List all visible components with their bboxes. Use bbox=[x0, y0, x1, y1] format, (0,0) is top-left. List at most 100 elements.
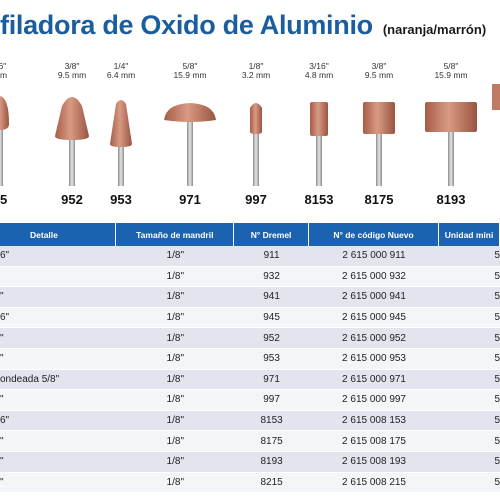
bit-size-inch: 5/8" bbox=[443, 61, 459, 71]
cell-min-unit: 5 bbox=[439, 410, 500, 432]
table-row: " 1/8" 8193 2 615 008 193 5 bbox=[0, 451, 500, 473]
cell-new-code: 2 615 008 175 bbox=[309, 431, 440, 452]
page-subtitle: (naranja/marrón) bbox=[382, 22, 487, 37]
cell-new-code: 2 615 000 911 bbox=[309, 246, 440, 267]
column-header-min-unit: Unidad míni bbox=[439, 223, 500, 246]
product-table: Detalle Tamaño de mandril N° Dremel N° d… bbox=[0, 223, 500, 494]
column-header-dremel-number: N° Dremel bbox=[234, 223, 310, 246]
cell-new-code: 2 615 000 971 bbox=[309, 369, 440, 391]
cell-detail: " bbox=[0, 287, 117, 308]
table-row: " 1/8" 952 2 615 000 952 5 bbox=[0, 328, 500, 349]
cell-min-unit: 5 bbox=[439, 246, 500, 267]
page-title-row: filadora de Oxido de Aluminio (naranja/m… bbox=[0, 10, 486, 46]
cell-shank-size: 1/8" bbox=[116, 348, 235, 370]
table-row: 1/8" 932 2 615 000 932 5 bbox=[0, 266, 500, 288]
bit-size-inch: 3/16" bbox=[309, 61, 329, 71]
cell-shank-size: 1/8" bbox=[116, 472, 235, 494]
bit-size-mm: 3.2 mm bbox=[241, 70, 271, 80]
bit-size-inch: 1/4" bbox=[113, 61, 129, 71]
cell-min-unit: 5 bbox=[439, 390, 500, 411]
cell-dremel-number: 971 bbox=[234, 369, 310, 391]
cell-min-unit: 5 bbox=[439, 369, 500, 391]
page-title: filadora de Oxido de Aluminio bbox=[0, 10, 373, 40]
bit-number: 953 bbox=[110, 192, 132, 207]
bit-number: 8153 bbox=[304, 192, 334, 207]
cell-new-code: 2 615 000 952 bbox=[309, 328, 440, 349]
cell-new-code: 2 615 008 215 bbox=[309, 472, 440, 494]
bit-number: 952 bbox=[61, 192, 83, 207]
bit-number: 8175 bbox=[364, 192, 394, 207]
cell-min-unit: 5 bbox=[439, 266, 500, 288]
cell-shank-size: 1/8" bbox=[116, 410, 235, 432]
grinding-stone-tree-icon bbox=[0, 96, 9, 186]
bit-size-inch: 1/8" bbox=[248, 61, 264, 71]
cell-dremel-number: 952 bbox=[234, 328, 310, 349]
cell-new-code: 2 615 008 153 bbox=[309, 410, 440, 432]
column-header-shank-size: Tamaño de mandril bbox=[116, 223, 235, 246]
cell-shank-size: 1/8" bbox=[116, 266, 235, 288]
table-row: " 1/8" 8215 2 615 008 215 5 bbox=[0, 472, 500, 494]
cell-detail: " bbox=[0, 472, 117, 494]
cell-shank-size: 1/8" bbox=[116, 431, 235, 452]
cell-min-unit: 5 bbox=[439, 451, 500, 473]
cell-new-code: 2 615 000 932 bbox=[309, 266, 440, 288]
cell-detail: " bbox=[0, 390, 117, 411]
bit-size-inch: 16" bbox=[0, 61, 7, 71]
cell-detail: " bbox=[0, 348, 117, 370]
bit-size-mm: 4.8 mm bbox=[304, 70, 334, 80]
table-row: " 1/8" 941 2 615 000 941 5 bbox=[0, 287, 500, 308]
bit-number: 971 bbox=[179, 192, 201, 207]
grinding-stone-bullet-icon bbox=[55, 97, 89, 186]
table-row: " 1/8" 953 2 615 000 953 5 bbox=[0, 348, 500, 370]
cell-shank-size: 1/8" bbox=[116, 451, 235, 473]
cell-min-unit: 5 bbox=[439, 287, 500, 308]
cell-detail: 6" bbox=[0, 307, 117, 329]
cell-dremel-number: 932 bbox=[234, 266, 310, 288]
bit-size-mm: mm bbox=[0, 70, 8, 80]
cell-min-unit: 5 bbox=[439, 431, 500, 452]
bit-size-mm: 15.9 mm bbox=[173, 70, 207, 80]
grinding-stone-mushroom-icon bbox=[164, 103, 216, 186]
bit-size-inch: 3/8" bbox=[371, 61, 387, 71]
grinding-stone-rod-icon bbox=[250, 103, 262, 186]
cell-detail: 6" bbox=[0, 246, 117, 267]
cell-new-code: 2 615 000 997 bbox=[309, 390, 440, 411]
cell-new-code: 2 615 000 953 bbox=[309, 348, 440, 370]
cell-detail: " bbox=[0, 451, 117, 473]
cell-shank-size: 1/8" bbox=[116, 307, 235, 329]
bit-size-mm: 6.4 mm bbox=[106, 70, 136, 80]
bit-size-inch: 5/8" bbox=[182, 61, 198, 71]
cell-shank-size: 1/8" bbox=[116, 390, 235, 411]
grinding-stone-cylinder-icon bbox=[310, 102, 328, 186]
cell-dremel-number: 941 bbox=[234, 287, 310, 308]
cell-dremel-number: 8193 bbox=[234, 451, 310, 473]
cell-new-code: 2 615 000 941 bbox=[309, 287, 440, 308]
cell-shank-size: 1/8" bbox=[116, 369, 235, 391]
cell-dremel-number: 8215 bbox=[234, 472, 310, 494]
cell-detail: " bbox=[0, 328, 117, 349]
grinding-stone-cylinder-icon bbox=[363, 102, 395, 186]
bit-size-mm: 9.5 mm bbox=[57, 70, 87, 80]
cell-new-code: 2 615 008 193 bbox=[309, 451, 440, 473]
bit-number: 997 bbox=[245, 192, 267, 207]
cell-min-unit: 5 bbox=[439, 328, 500, 349]
cell-dremel-number: 911 bbox=[234, 246, 310, 267]
bit-number: 8193 bbox=[436, 192, 466, 207]
bit-number: 45 bbox=[0, 192, 8, 207]
column-header-new-code: N° de código Nuevo bbox=[309, 223, 440, 246]
table-row: " 1/8" 8175 2 615 008 175 5 bbox=[0, 431, 500, 452]
cell-new-code: 2 615 000 945 bbox=[309, 307, 440, 329]
cell-detail: ondeada 5/8" bbox=[0, 369, 117, 391]
table-row: " 1/8" 997 2 615 000 997 5 bbox=[0, 390, 500, 411]
bit-size-mm: 9.5 mm bbox=[364, 70, 394, 80]
cell-detail: 6" bbox=[0, 410, 117, 432]
bit-size-mm: 15.9 mm bbox=[434, 70, 468, 80]
cell-min-unit: 5 bbox=[439, 348, 500, 370]
grinding-stone-partial-icon bbox=[492, 84, 500, 110]
grinding-stone-wide-cylinder-icon bbox=[425, 102, 477, 186]
cell-dremel-number: 8175 bbox=[234, 431, 310, 452]
column-header-detail: Detalle bbox=[0, 223, 117, 246]
cell-min-unit: 5 bbox=[439, 472, 500, 494]
bit-size-inch: 3/8" bbox=[64, 61, 80, 71]
table-header-row: Detalle Tamaño de mandril N° Dremel N° d… bbox=[0, 223, 500, 246]
